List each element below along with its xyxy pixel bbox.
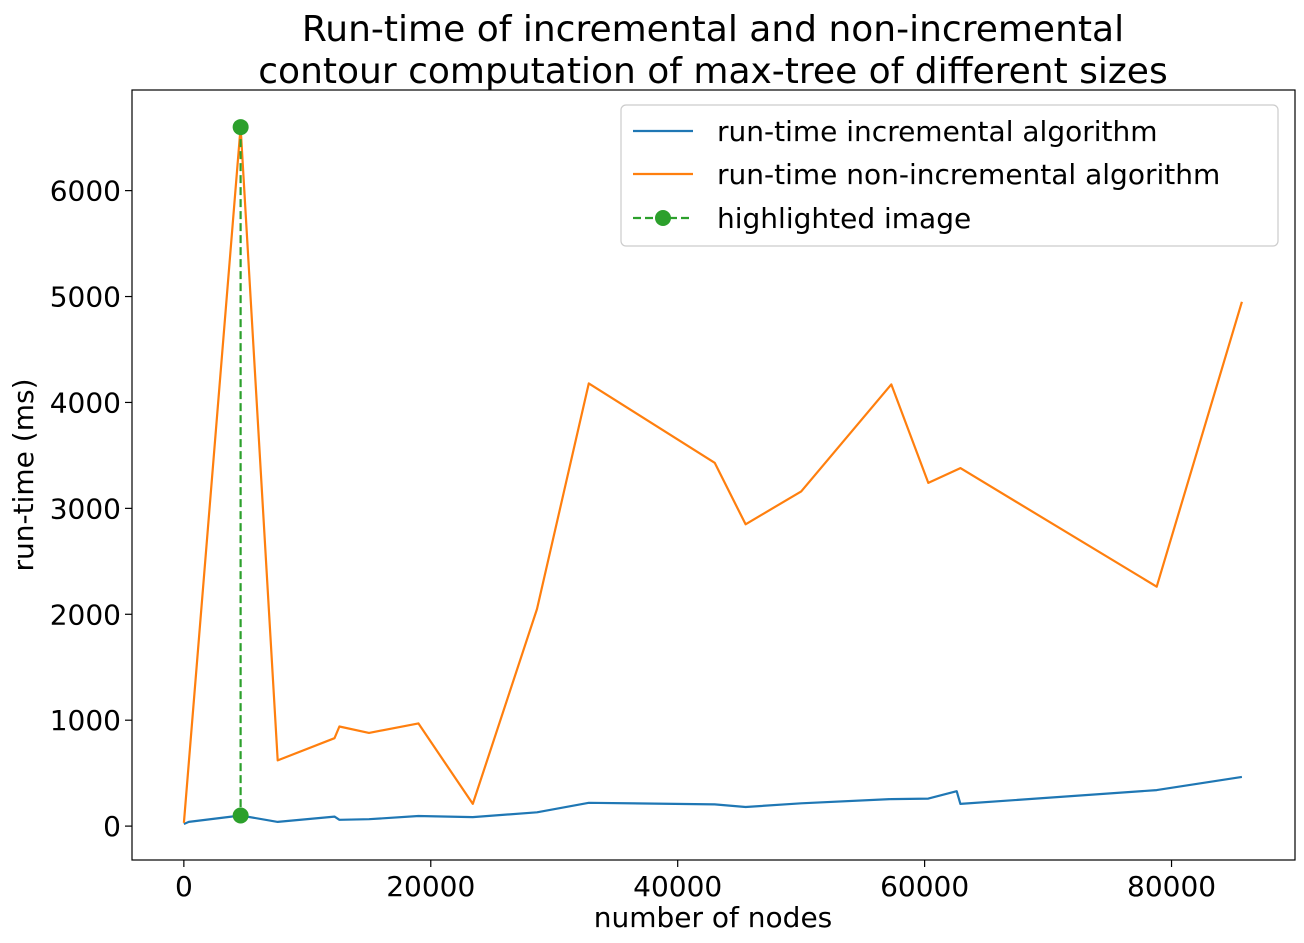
y-axis-label: run-time (ms) (7, 379, 40, 572)
y-tick-label: 0 (103, 810, 121, 843)
y-tick-label: 4000 (50, 386, 121, 419)
plot-area (131, 89, 1296, 861)
series-layer (182, 119, 1243, 826)
chart-title-line-1: Run-time of incremental and non-incremen… (302, 9, 1124, 50)
highlight-marker (232, 119, 249, 136)
legend-label-highlighted: highlighted image (717, 202, 971, 235)
y-tick-label: 6000 (50, 175, 121, 208)
series-line-incremental (183, 775, 1243, 826)
x-axis: 0 20000 40000 60000 80000 (175, 860, 1216, 903)
highlight-marker (232, 807, 249, 824)
x-tick-label: 80000 (1127, 870, 1216, 903)
y-tick-label: 1000 (50, 704, 121, 737)
legend-frame (620, 104, 1279, 247)
legend-label-incremental: run-time incremental algorithm (717, 115, 1158, 148)
legend-label-non-incremental: run-time non-incremental algorithm (717, 158, 1220, 191)
x-axis-label: number of nodes (594, 901, 833, 934)
legend-marker-highlighted (655, 210, 671, 226)
y-tick-label: 3000 (50, 492, 121, 525)
y-tick-label: 2000 (50, 598, 121, 631)
x-tick-label: 0 (175, 870, 193, 903)
y-axis: 0 1000 2000 3000 4000 5000 6000 (50, 175, 132, 843)
series-line-non-incremental (182, 125, 1243, 823)
chart-title-line-2: contour computation of max-tree of diffe… (258, 51, 1167, 92)
x-tick-label: 20000 (386, 870, 475, 903)
x-tick-label: 60000 (880, 870, 969, 903)
chart-title: Run-time of incremental and non-incremen… (258, 9, 1167, 92)
y-tick-label: 5000 (50, 281, 121, 314)
plot-frame (131, 89, 1296, 861)
legend: run-time incremental algorithm run-time … (620, 104, 1279, 247)
x-tick-label: 40000 (633, 870, 722, 903)
